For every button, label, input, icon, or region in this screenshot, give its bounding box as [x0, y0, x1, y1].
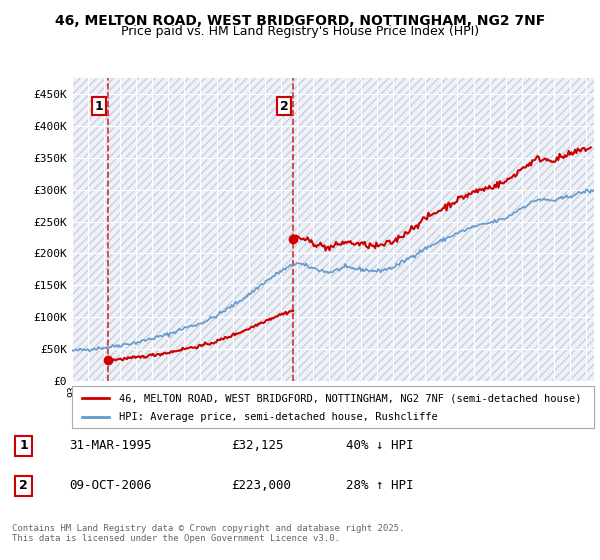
Text: 1: 1	[95, 100, 103, 113]
Text: 40% ↓ HPI: 40% ↓ HPI	[346, 439, 413, 452]
Text: 2: 2	[280, 100, 289, 113]
Text: 1: 1	[19, 439, 28, 452]
Text: 46, MELTON ROAD, WEST BRIDGFORD, NOTTINGHAM, NG2 7NF: 46, MELTON ROAD, WEST BRIDGFORD, NOTTING…	[55, 14, 545, 28]
Text: £32,125: £32,125	[231, 439, 283, 452]
Text: 31-MAR-1995: 31-MAR-1995	[70, 439, 152, 452]
Text: Price paid vs. HM Land Registry's House Price Index (HPI): Price paid vs. HM Land Registry's House …	[121, 25, 479, 38]
Text: HPI: Average price, semi-detached house, Rushcliffe: HPI: Average price, semi-detached house,…	[119, 412, 438, 422]
Text: 28% ↑ HPI: 28% ↑ HPI	[346, 479, 413, 492]
Text: 46, MELTON ROAD, WEST BRIDGFORD, NOTTINGHAM, NG2 7NF (semi-detached house): 46, MELTON ROAD, WEST BRIDGFORD, NOTTING…	[119, 393, 581, 403]
Text: Contains HM Land Registry data © Crown copyright and database right 2025.
This d: Contains HM Land Registry data © Crown c…	[12, 524, 404, 543]
Text: 2: 2	[19, 479, 28, 492]
Text: £223,000: £223,000	[231, 479, 291, 492]
Text: 09-OCT-2006: 09-OCT-2006	[70, 479, 152, 492]
